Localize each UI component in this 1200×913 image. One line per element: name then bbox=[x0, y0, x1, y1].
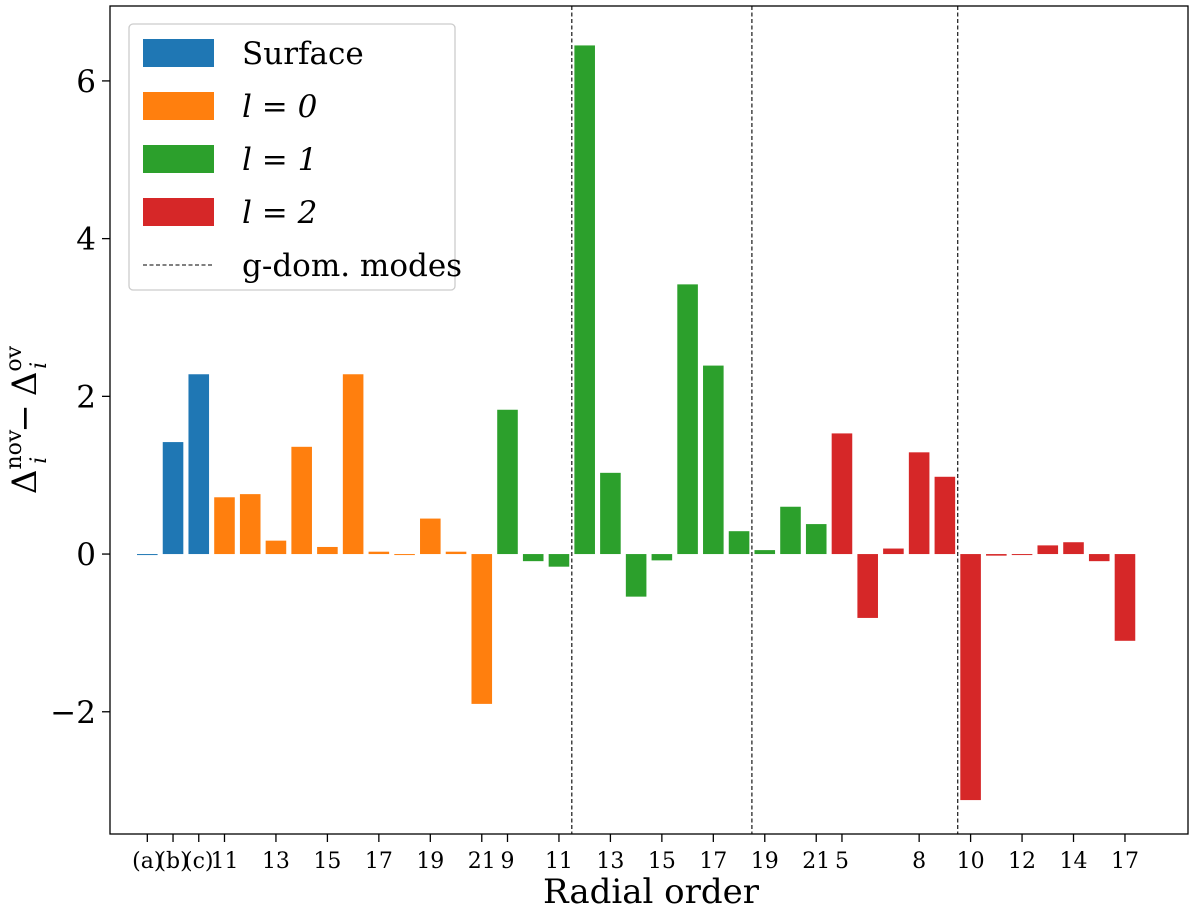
bar-series3-31 bbox=[934, 476, 956, 555]
y-tick-label: 2 bbox=[76, 379, 96, 415]
bar-series2-26 bbox=[805, 524, 827, 555]
legend: Surface l = 0 l = 1 l = 2 g-dom. modes bbox=[128, 23, 462, 291]
legend-label-4: g-dom. modes bbox=[242, 248, 462, 284]
bar-series2-20 bbox=[651, 554, 673, 561]
bar-series0-1 bbox=[162, 442, 184, 555]
bar-series3-27 bbox=[831, 433, 853, 555]
bar-series2-24 bbox=[754, 550, 776, 555]
legend-swatch-1 bbox=[143, 92, 214, 120]
bar-series2-18 bbox=[600, 472, 621, 555]
bar-series2-17 bbox=[574, 45, 595, 555]
x-tick-label: 10 bbox=[957, 849, 985, 874]
bar-series1-13 bbox=[471, 554, 493, 704]
y-tick-label: 6 bbox=[76, 64, 96, 100]
x-tick-label: 12 bbox=[1008, 849, 1036, 874]
vlines-layer bbox=[571, 6, 959, 834]
bar-series0-2 bbox=[188, 374, 210, 555]
x-tick-label: 11 bbox=[545, 849, 573, 874]
x-tick-label: 15 bbox=[648, 849, 676, 874]
x-tick-label: (c) bbox=[184, 849, 214, 874]
x-tick-label: 17 bbox=[699, 849, 727, 874]
legend-swatch-3 bbox=[143, 198, 214, 226]
legend-label-3: l = 2 bbox=[242, 195, 317, 231]
y-tick-label: 0 bbox=[76, 537, 96, 573]
bar-series1-12 bbox=[445, 551, 467, 555]
x-tick-label: 15 bbox=[313, 849, 341, 874]
bar-series1-5 bbox=[265, 540, 287, 555]
bar-series1-8 bbox=[342, 374, 364, 555]
x-tick-label: 17 bbox=[1111, 849, 1139, 874]
bar-series2-25 bbox=[780, 506, 801, 555]
bar-series2-16 bbox=[548, 554, 570, 567]
x-tick-label: 13 bbox=[262, 849, 290, 874]
plot-frame bbox=[109, 5, 1189, 835]
bar-series2-21 bbox=[677, 284, 698, 555]
y-label-delta-nov: Δ bbox=[5, 470, 45, 495]
bar-series1-11 bbox=[420, 518, 441, 555]
bar-series3-34 bbox=[1011, 554, 1033, 556]
x-tick-label: 19 bbox=[416, 849, 444, 874]
x-tick-label: (a) bbox=[132, 849, 162, 874]
legend-swatch-2 bbox=[143, 145, 214, 173]
x-tick-label: 21 bbox=[802, 849, 830, 874]
y-label-sub-i-1: i bbox=[27, 457, 52, 464]
x-tick-label: 17 bbox=[365, 849, 393, 874]
y-label-minus: − bbox=[5, 404, 45, 433]
bar-series2-19 bbox=[625, 554, 647, 597]
legend-swatch-0 bbox=[143, 39, 214, 67]
bar-series3-28 bbox=[857, 554, 878, 618]
y-label-sup-ov: ov bbox=[2, 345, 27, 371]
legend-label-1: l = 0 bbox=[242, 89, 317, 125]
y-label-delta-ov: Δ bbox=[5, 372, 45, 397]
x-tick-label: 13 bbox=[596, 849, 624, 874]
y-tick-label: 4 bbox=[76, 222, 96, 258]
bar-series1-9 bbox=[368, 551, 390, 555]
bar-series3-30 bbox=[908, 452, 930, 555]
x-tick-label: 19 bbox=[751, 849, 779, 874]
x-tick-label: 9 bbox=[500, 849, 514, 874]
bar-series1-7 bbox=[317, 546, 338, 555]
y-label-sub-i-2: i bbox=[27, 362, 52, 369]
bar-series2-23 bbox=[728, 531, 750, 555]
bar-series3-29 bbox=[883, 548, 904, 555]
bar-series3-38 bbox=[1114, 554, 1136, 641]
bar-series3-37 bbox=[1088, 554, 1110, 562]
bar-series2-14 bbox=[497, 409, 518, 555]
x-tick-label: 8 bbox=[912, 849, 926, 874]
bar-series1-6 bbox=[291, 446, 312, 555]
bar-series2-22 bbox=[703, 365, 724, 555]
legend-label-2: l = 1 bbox=[242, 142, 317, 178]
y-tick-label: −2 bbox=[50, 695, 96, 731]
legend-entries: Surface l = 0 l = 1 l = 2 g-dom. modes bbox=[143, 36, 462, 284]
y-label-sup-nov: nov bbox=[2, 429, 27, 469]
bar-series0-0 bbox=[137, 554, 158, 556]
bar-series1-4 bbox=[239, 494, 261, 555]
x-tick-label: 14 bbox=[1060, 849, 1088, 874]
x-tick-label: 11 bbox=[210, 849, 238, 874]
bar-series3-32 bbox=[960, 554, 981, 801]
legend-label-0: Surface bbox=[242, 36, 364, 72]
bars-layer bbox=[137, 45, 1136, 801]
bar-series3-35 bbox=[1037, 545, 1059, 555]
x-tick-label: 21 bbox=[468, 849, 496, 874]
bar-series3-33 bbox=[986, 554, 1007, 556]
bar-series1-3 bbox=[214, 497, 235, 555]
y-axis-label: Δnovi−Δovi bbox=[2, 345, 52, 494]
bar-series2-15 bbox=[522, 554, 544, 562]
bar-series3-36 bbox=[1063, 542, 1084, 555]
x-tick-label: 5 bbox=[835, 849, 849, 874]
x-axis-label: Radial order bbox=[543, 872, 760, 912]
x-tick-label: (b) bbox=[157, 849, 188, 874]
axes-layer bbox=[109, 5, 1189, 835]
bar-series1-10 bbox=[394, 554, 415, 556]
